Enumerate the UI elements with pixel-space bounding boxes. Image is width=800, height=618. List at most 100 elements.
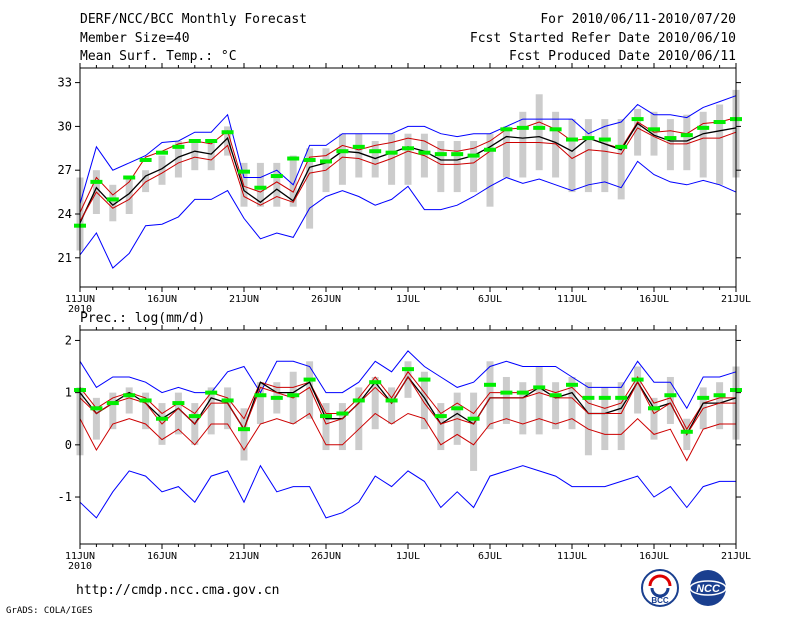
panel1-range-box [634,108,642,156]
panel1-xtick-label: 11JUL [557,294,587,305]
panel1-median-marker [648,127,660,132]
panel1-range-box [617,119,625,200]
panel2-median-marker [648,406,660,411]
panel2-range-box [601,387,609,451]
footer-url[interactable]: http://cmdp.ncc.cma.gov.cn [76,583,280,598]
panel1-median-marker [90,179,103,184]
panel1-median-marker [123,175,136,180]
panel2-median-marker [238,427,250,432]
panel1-range-box [470,141,478,193]
panel2-range-box [388,387,396,424]
panel1-xtick-label: 21JUL [721,294,751,305]
panel2-range-box [666,376,674,424]
panel1-median-marker [369,149,382,154]
panel2-median-marker [418,377,431,382]
panel1-median-marker [270,174,283,179]
panel2-median-marker [664,393,677,398]
panel2-median-marker [713,393,726,398]
panel1-median-marker [336,149,349,154]
panel1-median-marker [533,125,546,130]
panel1-xtick-label: 1JUL [396,294,420,305]
panel1-median-marker [402,146,414,151]
panel2-median-marker [188,414,201,419]
panel1-median-marker [352,144,365,149]
panel1-ytick-label: 21 [58,251,72,265]
panel1-median-marker [303,157,316,162]
panel2-median-marker [221,398,234,403]
panel2-median-marker [205,390,218,395]
panel2-ytick-label: -1 [58,490,72,504]
panel2-median-marker [451,406,464,411]
panel1-median-marker [582,136,595,141]
panel2-label: Prec.: log(mm/d) [80,311,206,326]
panel2-median-marker [533,385,546,390]
panel2-median-marker [385,398,398,403]
panel1-median-marker [500,127,513,132]
panel2-xtick-label: 16JUL [639,551,669,562]
panel1-median-marker [238,169,250,174]
panel2-xtick-label: 16JUN [147,551,177,562]
panel2-median-marker [500,390,513,395]
panel1-median-marker [385,150,398,155]
panel2-median-marker [402,367,414,372]
panel2-range-box [502,376,510,424]
bcc-logo: BCC [641,569,679,607]
panel2-median-marker [270,395,283,400]
panel2-median-marker [336,411,349,416]
panel2-series-min_upper_red [79,412,736,462]
panel1-range-box [338,133,346,185]
bcc-logo-text: BCC [651,596,669,605]
panel2-ytick-label: 2 [65,333,72,347]
panel1-median-marker [631,117,644,122]
panel2-range-box [437,403,445,451]
panel2-median-marker [566,382,578,387]
started-date: Fcst Started Refer Date 2010/06/10 [469,31,736,46]
panel1-ytick-label: 24 [58,207,72,221]
panel1-xtick-label: 16JUN [147,294,177,305]
panel2-median-marker [434,414,447,419]
panel2-xtick-label: 26JUN [311,551,341,562]
panel2-range-box [634,366,642,414]
panel1-median-marker [287,156,300,161]
panel2-median-marker [598,395,611,400]
panel2-median-marker [697,395,710,400]
panel1-range-box [568,119,576,193]
panel2-xtick-label: 11JUL [557,551,587,562]
panel2-range-box [338,403,346,451]
panel1-range-box [716,104,724,185]
panel1-range-box [535,94,543,171]
panel1-range-box [388,133,396,185]
panel1-range-box [355,133,363,178]
panel1-range-box [142,170,150,193]
panel1-median-marker [664,136,677,141]
panel1-median-marker [451,152,464,157]
panel1-range-box [601,119,609,193]
panel1-range-box [109,184,117,222]
panel1-median-marker [713,120,726,125]
panel2-series-min [79,464,736,519]
panel2-median-marker [516,390,529,395]
panel1-ytick-label: 27 [58,163,72,177]
panel2-median-marker [549,393,562,398]
panel2-ytick-label: 1 [65,386,72,400]
panel2-median-marker [303,377,316,382]
panel1-median-marker [598,137,611,142]
panel1-median-marker [418,150,431,155]
panel2-range-box [109,392,117,430]
panel2-xtick-label: 21JUL [721,551,751,562]
panel1-range-box [306,148,314,229]
panel1-range-box [224,126,232,156]
panel1-range-box [502,126,510,178]
panel1-xtick-label: 6JUL [478,294,502,305]
panel1-median-marker [205,139,218,143]
panel2-median-marker [615,395,628,400]
panel1-range-box [371,141,379,178]
panel2-range-box [207,387,215,435]
panel1-range-box [683,114,691,171]
panel1-range-box [666,119,674,171]
panel2-series-lower [79,376,736,436]
panel1-median-marker [484,147,496,152]
panel1-year-label: 2010 [68,304,92,315]
panel2-range-box [240,408,248,461]
panel2-median-marker [320,414,332,419]
